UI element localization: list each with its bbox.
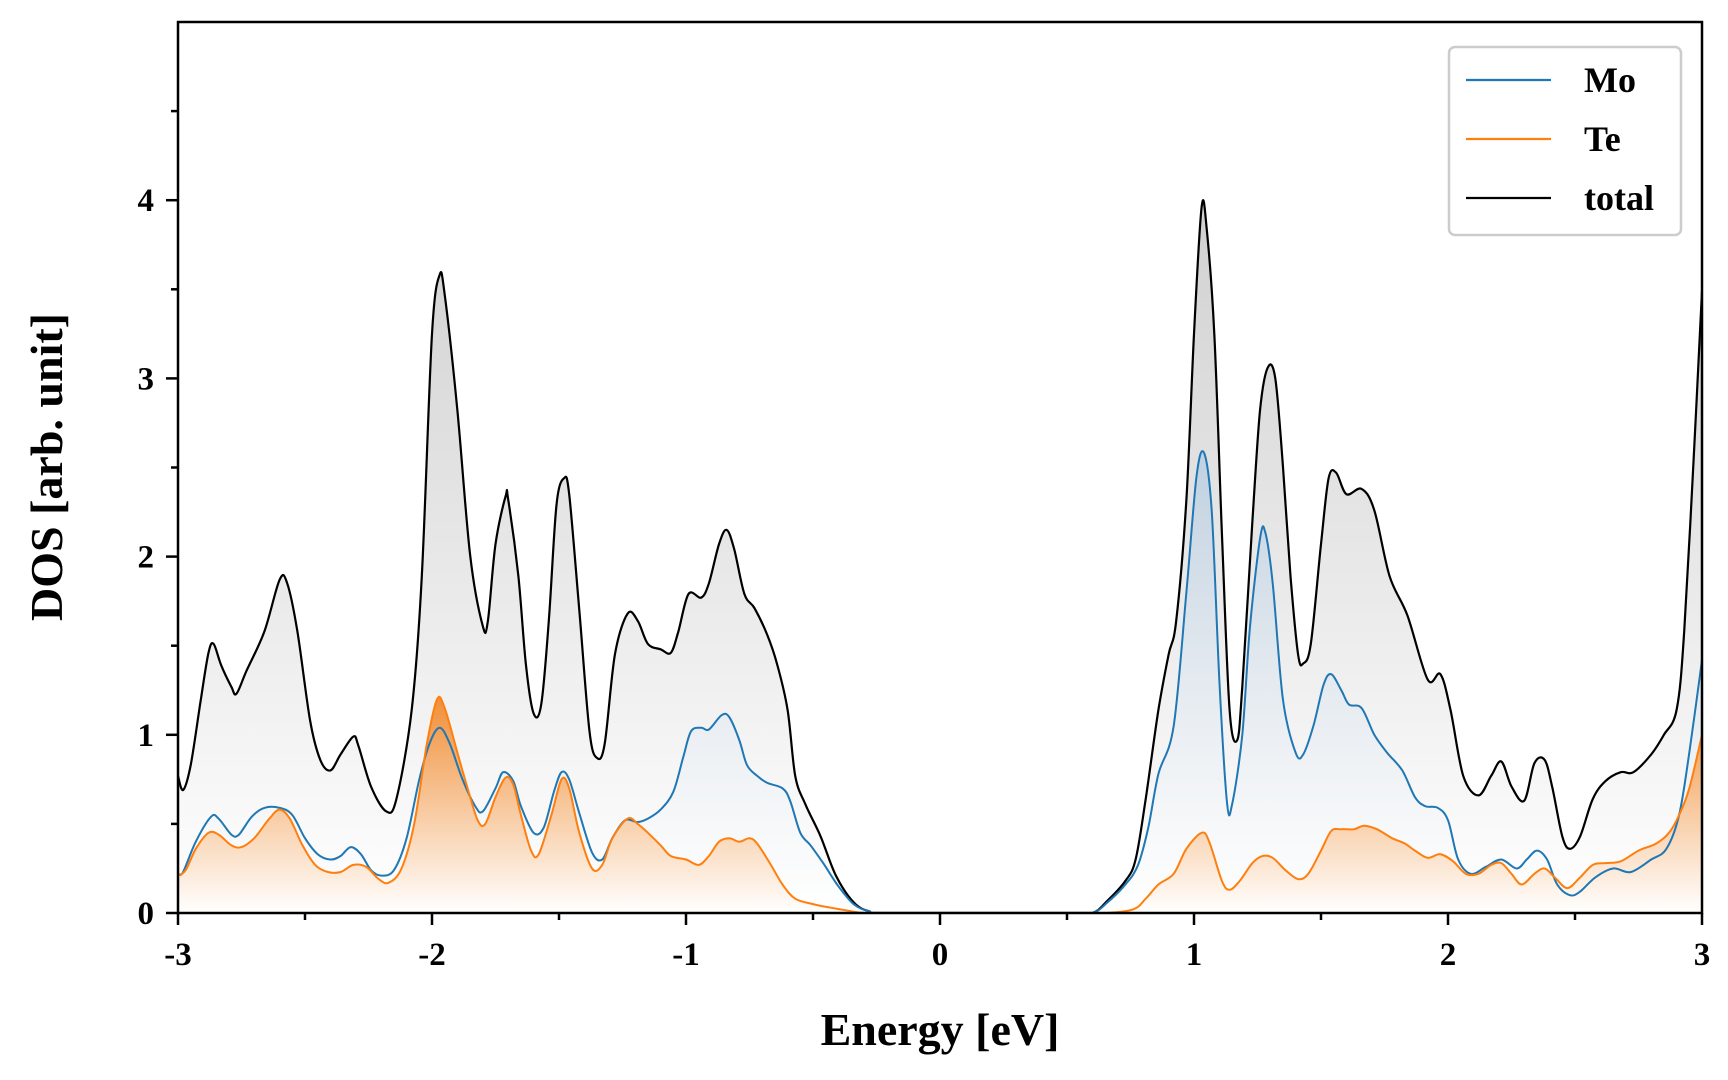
legend-label-mo: Mo [1584, 60, 1636, 100]
series-line-total [178, 199, 1702, 913]
x-tick-label: 1 [1186, 937, 1203, 973]
x-tick-label: 3 [1694, 937, 1711, 973]
y-tick-label: 2 [138, 540, 155, 576]
fill-total [178, 200, 1702, 913]
x-axis-label: Energy [eV] [821, 1004, 1060, 1055]
fill-te [178, 696, 1702, 913]
x-tick-label: -1 [672, 937, 700, 973]
y-tick-label: 0 [138, 896, 155, 932]
legend-label-te: Te [1584, 119, 1621, 159]
series-line-te [178, 695, 1702, 913]
legend-label-total: total [1584, 178, 1654, 218]
legend-box [1447, 45, 1683, 237]
y-axis-label: DOS [arb. unit] [21, 313, 72, 621]
x-tick-label: 0 [932, 937, 949, 973]
series-line-mo [178, 450, 1702, 913]
y-tick-label: 4 [138, 183, 155, 219]
x-tick-label: -3 [164, 937, 192, 973]
x-tick-label: -2 [418, 937, 446, 973]
y-tick-label: 1 [138, 718, 155, 754]
x-tick-label: 2 [1440, 937, 1457, 973]
y-tick-label: 3 [138, 361, 155, 397]
legend: Mo Te total [1447, 45, 1683, 237]
